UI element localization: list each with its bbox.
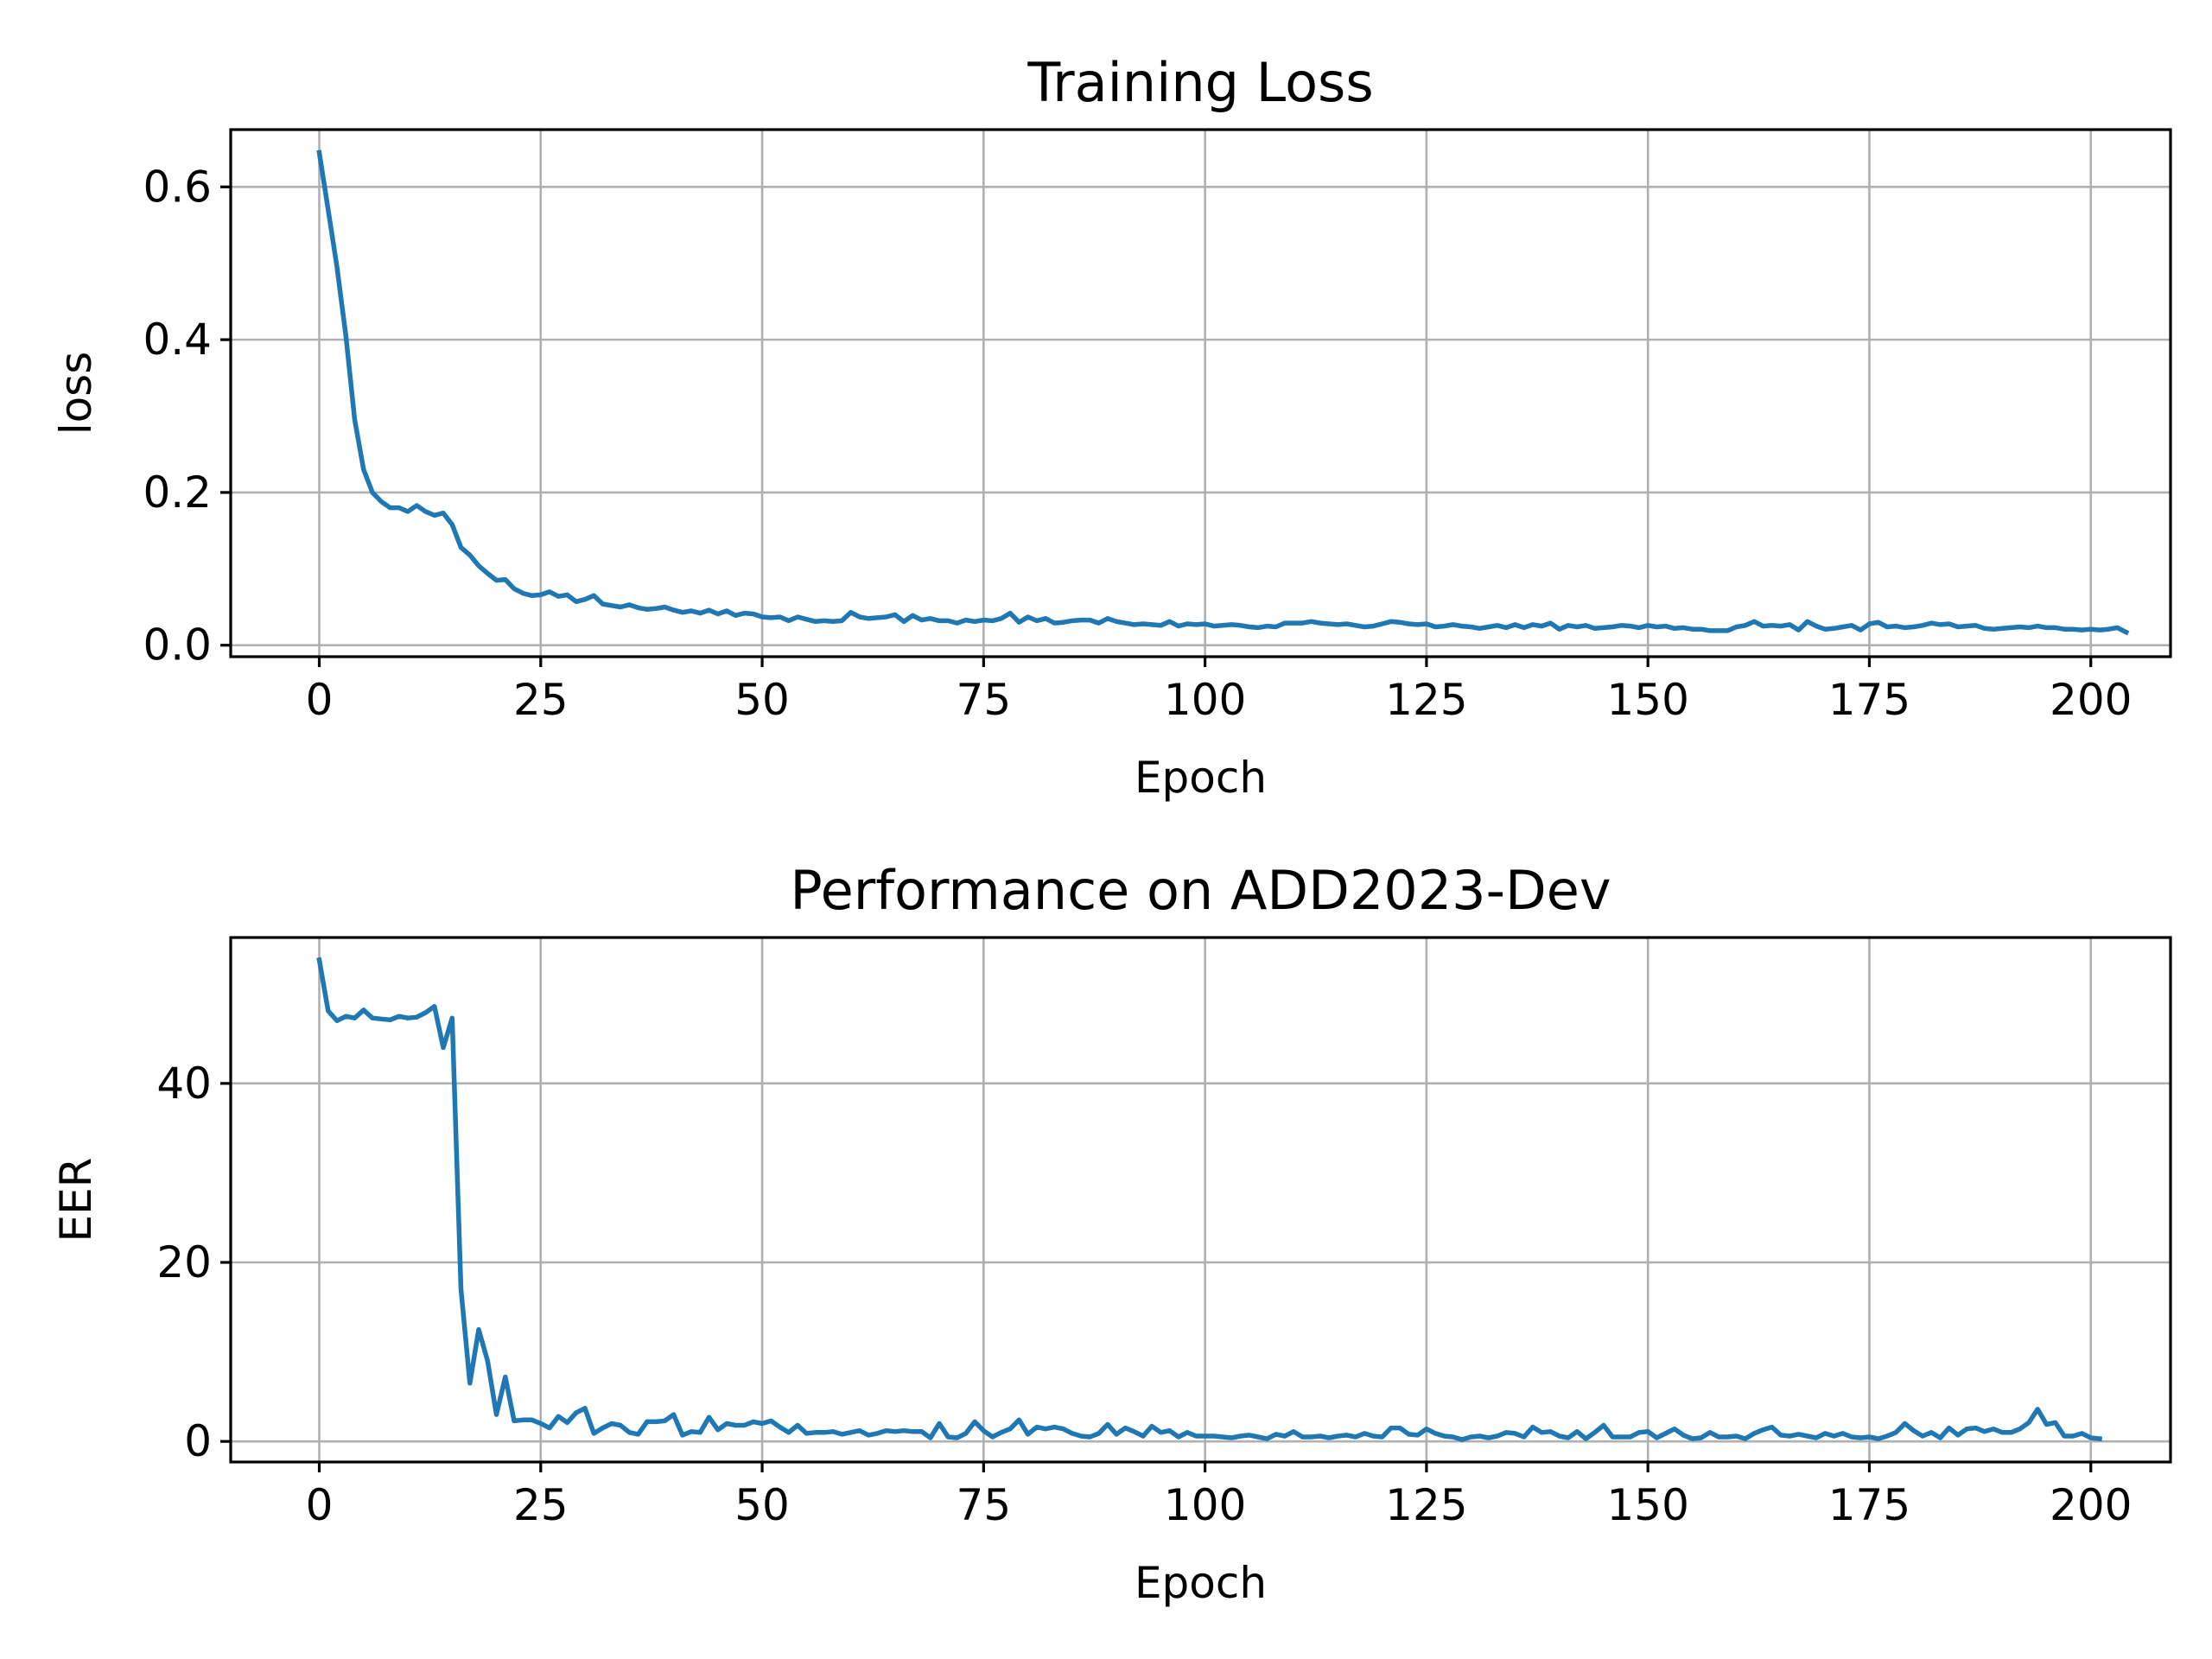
x-tick-label: 0 [306,675,334,725]
x-tick-label: 125 [1385,1480,1467,1530]
x-tick-label: 0 [306,1480,334,1530]
performance-chart: 0 25 50 75 100 125 150 175 200 0 20 40 Performance… [51,859,2172,1608]
x-axis-label: Epoch [1135,753,1267,803]
plot-frame [229,936,2172,1464]
y-tick-label: 0.0 [143,620,212,671]
y-axis-label: EER [51,1158,101,1243]
grid [231,938,2171,1462]
x-tick-label: 100 [1164,1480,1246,1530]
x-tick-label: 150 [1606,1480,1688,1530]
chart-title: Training Loss [1027,51,1373,114]
x-tick-label: 75 [957,1480,1012,1530]
x-tick-label: 150 [1606,675,1688,725]
eer-series-line [316,957,2103,1442]
y-axis-label: loss [51,352,101,435]
plot-frame [229,128,2172,658]
x-tick-label: 100 [1164,675,1246,725]
x-axis-ticks: 0 25 50 75 100 125 150 175 200 [306,1462,2132,1530]
y-tick-label: 20 [156,1237,212,1287]
training-loss-chart: 0 25 50 75 100 125 150 175 200 0.0 0.2 0.4 0.6 Trai… [51,51,2172,803]
chart-title: Performance on ADD2023-Dev [790,859,1611,922]
loss-series-line [316,149,2130,636]
x-tick-label: 50 [734,675,790,725]
x-tick-label: 25 [513,1480,569,1530]
x-tick-label: 175 [1828,1480,1910,1530]
x-tick-label: 200 [2050,675,2132,725]
y-tick-label: 40 [156,1058,212,1109]
y-axis-ticks: 0.0 0.2 0.4 0.6 [143,162,231,671]
x-tick-label: 125 [1385,675,1467,725]
y-tick-label: 0.2 [143,467,212,518]
x-tick-label: 25 [513,675,569,725]
grid [231,130,2171,657]
x-tick-label: 175 [1828,675,1910,725]
x-tick-label: 50 [734,1480,790,1530]
x-tick-label: 200 [2050,1480,2132,1530]
y-tick-label: 0.4 [143,315,212,365]
x-axis-ticks: 0 25 50 75 100 125 150 175 200 [306,657,2132,725]
y-axis-ticks: 0 20 40 [156,1058,231,1466]
y-tick-label: 0.6 [143,162,212,212]
x-axis-label: Epoch [1135,1558,1267,1608]
y-tick-label: 0 [184,1416,212,1466]
x-tick-label: 75 [957,675,1012,725]
